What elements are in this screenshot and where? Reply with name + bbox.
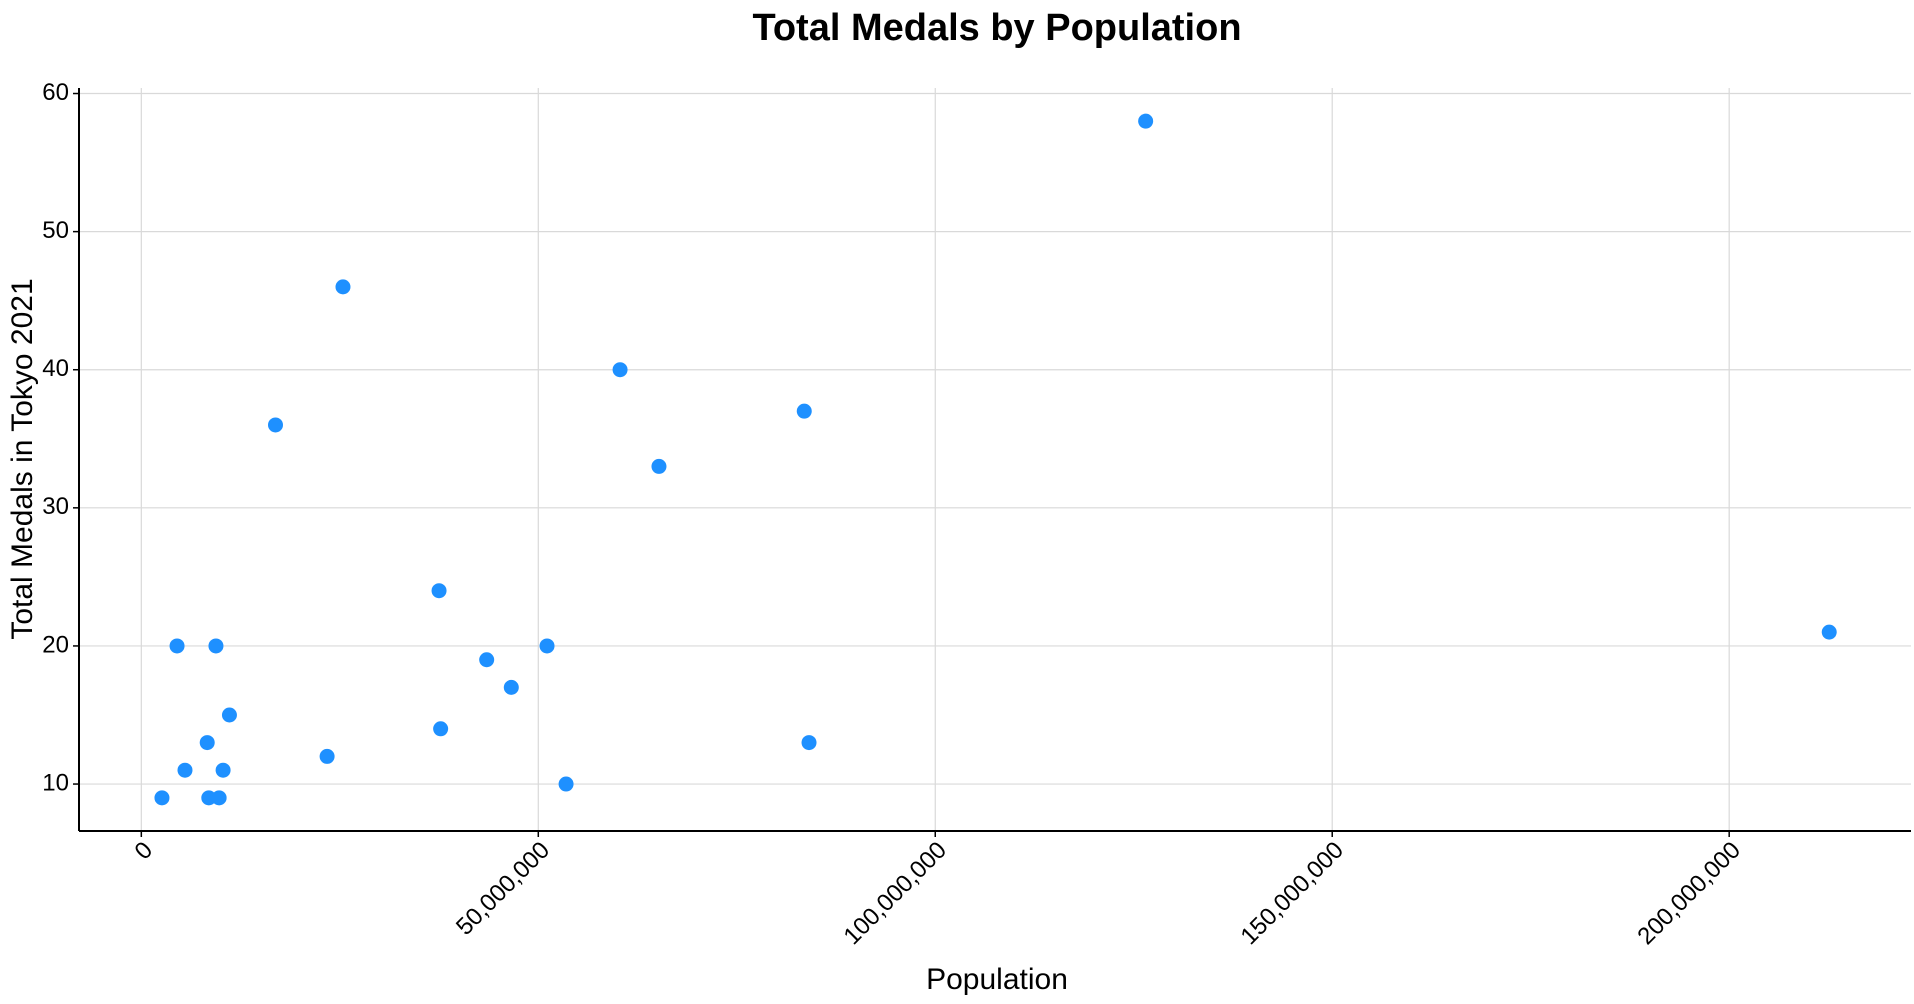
point xyxy=(199,735,215,751)
y-tick-label: 30 xyxy=(42,493,69,520)
y-tick-label: 60 xyxy=(42,79,69,106)
point xyxy=(335,279,351,295)
point xyxy=(612,362,628,378)
point xyxy=(558,776,574,792)
x-tick-label: 50,000,000 xyxy=(451,837,555,941)
y-tick-label: 10 xyxy=(42,769,69,796)
chart-title: Total Medals by Population xyxy=(752,7,1241,49)
point xyxy=(431,583,447,599)
point xyxy=(651,458,667,474)
point xyxy=(796,403,812,419)
point xyxy=(177,762,193,778)
marks xyxy=(154,113,1837,806)
point xyxy=(1821,624,1837,640)
point xyxy=(433,721,449,737)
point xyxy=(208,638,224,654)
point xyxy=(201,790,217,806)
point xyxy=(169,638,185,654)
point xyxy=(211,790,227,806)
point xyxy=(215,762,231,778)
y-tick-label: 40 xyxy=(42,355,69,382)
point xyxy=(479,652,495,668)
point xyxy=(801,735,817,751)
point xyxy=(319,748,335,764)
point xyxy=(154,790,170,806)
y-axis-title: Total Medals in Tokyo 2021 xyxy=(6,278,39,639)
grid xyxy=(79,88,1911,831)
point xyxy=(267,417,283,433)
x-tick-label: 100,000,000 xyxy=(839,837,952,950)
x-axis-title: Population xyxy=(926,963,1068,996)
x-tick-label: 150,000,000 xyxy=(1235,837,1348,950)
point xyxy=(503,679,519,695)
point xyxy=(539,638,555,654)
x-tick-label: 0 xyxy=(130,837,159,866)
y-tick-label: 50 xyxy=(42,217,69,244)
point xyxy=(221,707,237,723)
point xyxy=(1138,113,1154,129)
x-tick-label: 200,000,000 xyxy=(1632,837,1745,950)
y-tick-label: 20 xyxy=(42,631,69,658)
